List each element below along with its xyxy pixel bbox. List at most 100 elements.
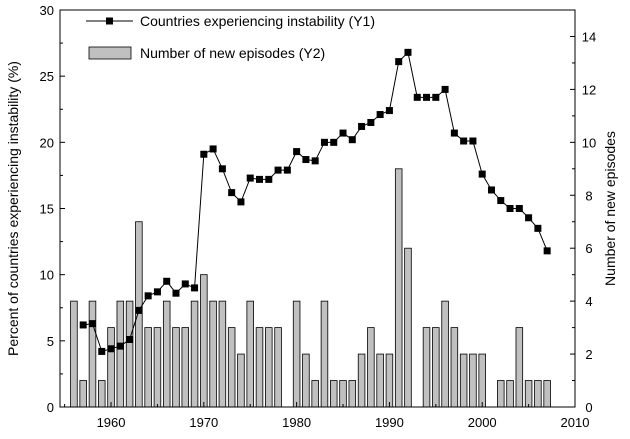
y2-tick-label: 0 xyxy=(585,400,592,415)
bar-1991 xyxy=(394,168,403,408)
bar-1983 xyxy=(320,300,329,408)
x-tick-label: 2000 xyxy=(468,415,497,430)
instability-marker-1959 xyxy=(98,347,106,355)
instability-marker-2003 xyxy=(506,205,514,212)
instability-marker-1995 xyxy=(432,93,440,101)
instability-marker-1990 xyxy=(385,107,393,115)
x-tick-label: 1990 xyxy=(375,415,404,430)
bar-1997 xyxy=(450,327,459,408)
y1-tick-label: 15 xyxy=(40,202,54,217)
y1-axis-title: Percent of countries experiencing instab… xyxy=(5,61,21,356)
legend: Countries experiencing instability (Y1) … xyxy=(86,13,375,61)
legend-entry-instability: Countries experiencing instability (Y1) xyxy=(140,13,375,29)
y1-tick-label: 20 xyxy=(40,135,54,150)
legend-bar-swatch xyxy=(88,46,132,60)
bar-1978 xyxy=(274,327,282,408)
bar-series xyxy=(70,168,551,408)
instability-marker-1968 xyxy=(181,280,189,288)
x-tick-label: 2010 xyxy=(561,415,590,430)
y2-tick-label: 4 xyxy=(585,294,592,309)
x-tick-label: 1970 xyxy=(189,415,218,430)
axes: 0 5 10 15 20 25 30 0 2 4 6 8 10 12 14 1960 1970 1980 1990 2… xyxy=(40,3,597,430)
instability-marker-1971 xyxy=(209,145,217,153)
instability-marker-1986 xyxy=(348,136,356,144)
bar-1958 xyxy=(88,300,97,408)
bar-1998 xyxy=(459,353,468,408)
y2-tick-label: 6 xyxy=(585,241,592,256)
instability-marker-1980 xyxy=(293,148,301,156)
y2-tick-label: 12 xyxy=(582,82,596,97)
bar-1965 xyxy=(153,327,162,408)
y2-tick-label: 2 xyxy=(585,347,592,362)
instability-marker-1993 xyxy=(413,93,421,101)
bar-1985 xyxy=(339,380,347,408)
y2-tick-label: 10 xyxy=(582,135,596,150)
instability-marker-1963 xyxy=(135,306,143,314)
bar-1967 xyxy=(172,327,180,408)
bar-1970 xyxy=(200,274,208,408)
y1-tick-label: 10 xyxy=(40,268,54,283)
instability-marker-2005 xyxy=(525,214,533,222)
bar-1984 xyxy=(329,380,338,408)
bar-1959 xyxy=(98,380,106,408)
instability-marker-1991 xyxy=(395,58,403,66)
instability-marker-1958 xyxy=(88,320,96,328)
bar-1972 xyxy=(218,300,227,408)
instability-marker-1983 xyxy=(320,138,328,146)
y2-axis-title: Number of new episodes xyxy=(602,131,618,286)
instability-marker-2002 xyxy=(497,197,505,205)
instability-marker-1992 xyxy=(404,48,412,56)
bar-2002 xyxy=(497,380,505,408)
legend-marker-swatch xyxy=(106,17,113,25)
bar-1990 xyxy=(385,353,394,408)
legend-entry-new-episodes: Number of new episodes (Y2) xyxy=(140,45,325,61)
instability-marker-1969 xyxy=(191,284,199,292)
bar-1969 xyxy=(190,300,199,408)
bar-1960 xyxy=(107,327,115,408)
bar-1973 xyxy=(227,327,236,408)
instability-marker-2007 xyxy=(543,247,551,255)
bar-1956 xyxy=(70,300,78,408)
bar-2006 xyxy=(534,380,542,408)
x-tick-label: 1980 xyxy=(282,415,311,430)
bar-1999 xyxy=(469,353,477,408)
instability-marker-1975 xyxy=(246,174,254,182)
instability-marker-1960 xyxy=(107,345,115,353)
instability-marker-1996 xyxy=(441,85,449,93)
instability-marker-1985 xyxy=(339,129,347,137)
instability-marker-1961 xyxy=(116,342,124,350)
instability-marker-1994 xyxy=(423,93,431,101)
instability-marker-1977 xyxy=(265,175,273,183)
instability-marker-1998 xyxy=(460,137,468,145)
bar-1994 xyxy=(422,327,431,408)
y2-tick-label: 14 xyxy=(582,29,596,44)
bar-1966 xyxy=(162,300,171,408)
instability-marker-1999 xyxy=(469,137,477,145)
instability-marker-1974 xyxy=(237,198,245,206)
bar-1968 xyxy=(181,327,190,408)
bar-1962 xyxy=(125,300,134,408)
instability-marker-1984 xyxy=(330,138,338,146)
bar-2000 xyxy=(478,353,486,408)
bar-1988 xyxy=(367,327,375,408)
bar-2007 xyxy=(543,380,551,408)
instability-marker-2000 xyxy=(478,170,486,178)
instability-marker-1976 xyxy=(256,175,264,183)
bar-2005 xyxy=(524,380,533,408)
instability-marker-1962 xyxy=(126,336,134,344)
bar-1961 xyxy=(116,300,125,408)
bar-1986 xyxy=(348,380,357,408)
y1-tick-label: 0 xyxy=(47,400,54,415)
instability-marker-1966 xyxy=(163,277,171,285)
instability-marker-1957 xyxy=(79,321,87,329)
bar-1982 xyxy=(311,380,319,408)
bar-1980 xyxy=(292,300,301,408)
instability-marker-2006 xyxy=(534,224,542,232)
y1-tick-label: 25 xyxy=(40,69,54,84)
bar-1964 xyxy=(144,327,152,408)
instability-marker-2001 xyxy=(487,186,495,194)
y1-tick-label: 30 xyxy=(40,3,54,18)
instability-marker-1979 xyxy=(283,166,291,174)
bar-1992 xyxy=(404,247,412,408)
instability-marker-1972 xyxy=(218,165,226,173)
